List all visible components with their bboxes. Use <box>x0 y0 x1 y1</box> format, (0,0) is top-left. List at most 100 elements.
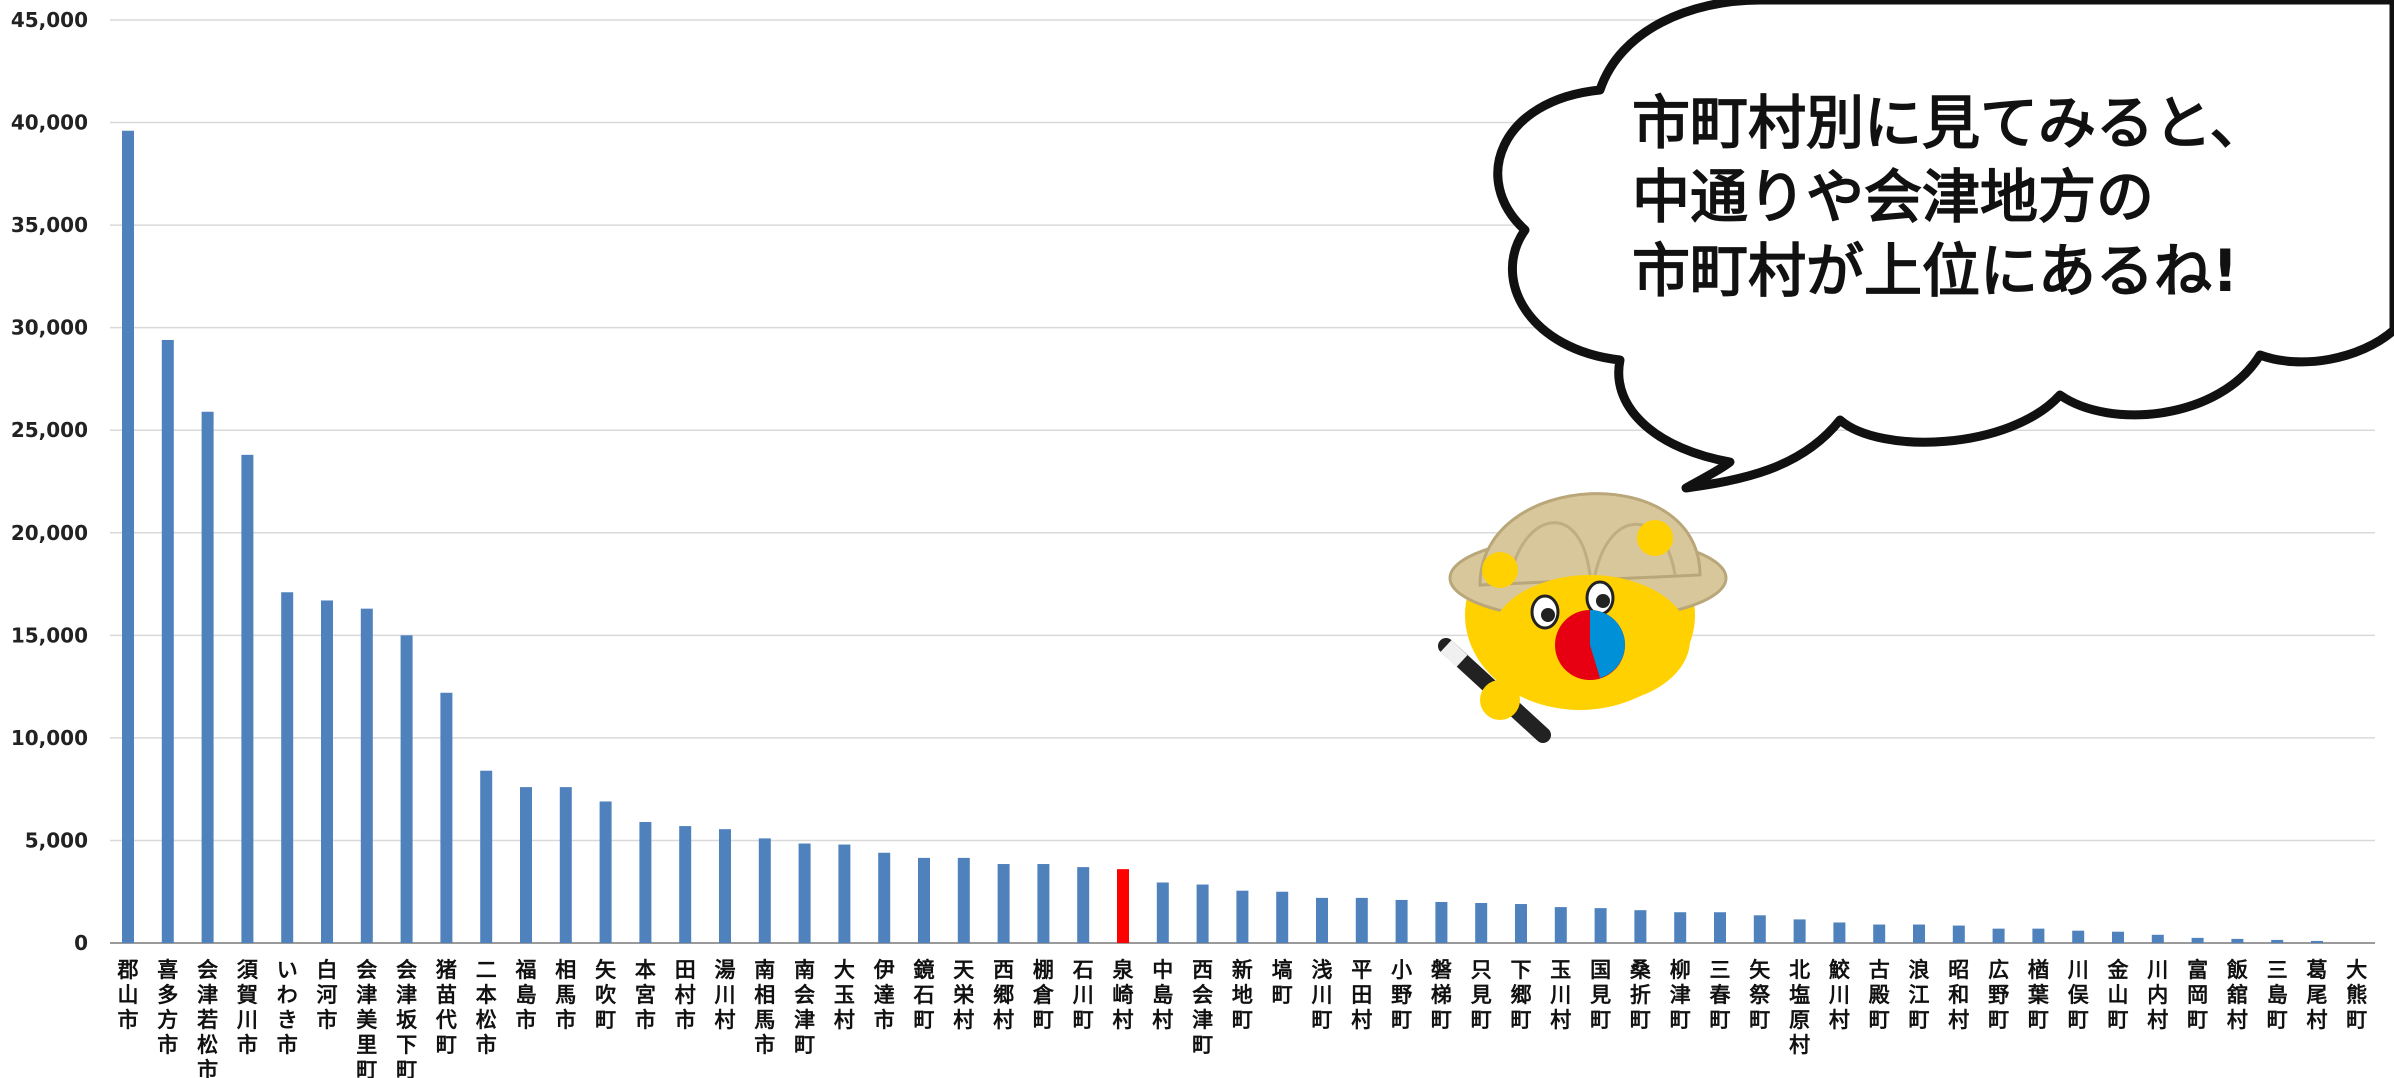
x-tick-label: 猪苗代町 <box>435 958 457 1057</box>
bar-平田村 <box>1355 897 1368 943</box>
x-tick-label: 須賀川市 <box>236 958 259 1057</box>
y-tick-label: 40,000 <box>11 111 88 135</box>
x-tick-label: 川俣町 <box>2067 958 2090 1032</box>
bar-柳津町 <box>1674 912 1687 943</box>
x-tick-label: 白河市 <box>317 958 338 1032</box>
bar-会津坂下町 <box>400 635 413 943</box>
bar-磐梯町 <box>1435 901 1448 943</box>
x-tick-label: 中島村 <box>1152 958 1173 1032</box>
bar-泉崎村 <box>1117 869 1129 943</box>
bar-二本松市 <box>480 770 493 943</box>
bar-白河市 <box>321 600 333 943</box>
bar-伊達市 <box>878 852 891 943</box>
mascot-explorer-hat-icon <box>1438 492 1728 743</box>
bars <box>122 130 2323 943</box>
bar-下郷町 <box>1515 904 1527 943</box>
x-tick-label: いわき市 <box>277 958 298 1057</box>
x-tick-label: 広野町 <box>1988 958 2009 1032</box>
bar-中島村 <box>1156 882 1169 943</box>
bar-西会津町 <box>1196 884 1209 943</box>
bar-只見町 <box>1475 903 1488 943</box>
bar-川俣町 <box>2072 930 2085 943</box>
y-tick-label: 30,000 <box>11 316 88 340</box>
bar-湯川村 <box>719 829 731 943</box>
y-axis-ticks: 0 5,000 10,000 15,000 20,000 25,000 30,000 35,0… <box>11 8 88 955</box>
bar-金山町 <box>2112 931 2124 943</box>
x-tick-label: 三島町 <box>2267 958 2288 1032</box>
bar-鏡石町 <box>918 857 930 943</box>
x-tick-label: 鏡石町 <box>913 958 935 1032</box>
bar-いわき市 <box>281 592 294 943</box>
bar-小野町 <box>1395 899 1408 943</box>
bar-浅川町 <box>1316 897 1328 943</box>
x-tick-label: 西郷村 <box>993 958 1014 1032</box>
x-tick-label: 楢葉町 <box>2027 958 2050 1032</box>
bar-三春町 <box>1714 912 1726 943</box>
bar-桑折町 <box>1634 910 1647 943</box>
x-tick-label: 昭和村 <box>1948 958 1969 1032</box>
bar-三島町 <box>2271 939 2284 943</box>
x-tick-label: 北塩原村 <box>1789 958 1810 1057</box>
bar-須賀川市 <box>241 454 254 943</box>
y-tick-label: 10,000 <box>11 726 88 750</box>
bar-楢葉町 <box>2032 928 2045 943</box>
bar-喜多方市 <box>161 339 174 943</box>
x-tick-label: 玉川村 <box>1549 958 1571 1032</box>
x-tick-label: 浅川町 <box>1311 958 1333 1032</box>
x-tick-label: 湯川村 <box>714 958 736 1032</box>
bar-棚倉町 <box>1037 864 1050 943</box>
x-tick-label: 喜多方市 <box>157 958 178 1057</box>
x-tick-label: 田村市 <box>675 958 696 1032</box>
bar-飯舘村 <box>2231 938 2244 943</box>
speech-line-1: 市町村別に見てみると、 <box>1632 89 2268 157</box>
x-tick-label: 金山町 <box>2107 958 2130 1032</box>
x-tick-label: 郡山市 <box>117 958 139 1032</box>
bar-浪江町 <box>1913 924 1925 943</box>
x-tick-label: 天栄村 <box>952 958 975 1032</box>
bar-葛尾村 <box>2311 940 2323 943</box>
bar-広野町 <box>1992 928 2005 943</box>
x-tick-label: 南相馬市 <box>754 958 775 1057</box>
x-tick-label: 浪江町 <box>1909 958 1930 1032</box>
x-tick-label: 二本松市 <box>476 958 497 1057</box>
bar-昭和村 <box>1952 925 1965 943</box>
x-tick-label: 富岡町 <box>2187 958 2208 1032</box>
bar-矢祭町 <box>1753 915 1766 943</box>
bar-北塩原村 <box>1793 919 1806 943</box>
bar-田村市 <box>679 826 692 943</box>
bar-国見町 <box>1594 908 1607 943</box>
x-tick-label: 福島市 <box>515 958 537 1032</box>
bar-塙町 <box>1276 891 1289 943</box>
bar-西郷村 <box>997 864 1010 943</box>
x-axis-ticks: 郡山市喜多方市会津若松市須賀川市いわき市白河市会津美里町会津坂下町猪苗代町二本松… <box>117 958 2368 1078</box>
x-tick-label: 相馬市 <box>555 958 576 1032</box>
y-tick-label: 25,000 <box>11 418 88 442</box>
bar-大玉村 <box>838 844 851 943</box>
bar-川内村 <box>2151 934 2164 943</box>
bar-石川町 <box>1077 867 1090 943</box>
x-tick-label: 泉崎村 <box>1113 958 1135 1032</box>
x-tick-label: 古殿町 <box>1868 958 1891 1032</box>
x-tick-label: 伊達市 <box>873 958 895 1032</box>
y-tick-label: 15,000 <box>11 623 88 647</box>
bar-玉川村 <box>1554 907 1567 943</box>
y-tick-label: 20,000 <box>11 521 88 545</box>
speech-bubble-text: 市町村別に見てみると、 中通りや会津地方の 市町村が上位にあるね! <box>1632 86 2332 308</box>
x-tick-label: 小野町 <box>1391 958 1412 1032</box>
bar-会津若松市 <box>201 411 214 943</box>
x-tick-label: 西会津町 <box>1192 958 1213 1057</box>
x-tick-label: 葛尾村 <box>2307 958 2328 1032</box>
x-tick-label: 飯舘村 <box>2226 958 2248 1032</box>
speech-bubble <box>1493 0 2394 493</box>
bar-相馬市 <box>559 787 572 943</box>
x-tick-label: 本宮市 <box>635 958 656 1032</box>
x-tick-label: 大玉村 <box>834 958 855 1032</box>
bar-新地町 <box>1236 890 1249 943</box>
x-tick-label: 矢祭町 <box>1748 958 1771 1032</box>
x-tick-label: 平田村 <box>1351 958 1372 1032</box>
bar-本宮市 <box>639 821 652 943</box>
x-tick-label: 棚倉町 <box>1032 958 1055 1032</box>
x-tick-label: 会津美里町 <box>356 958 377 1078</box>
bar-福島市 <box>520 787 532 943</box>
